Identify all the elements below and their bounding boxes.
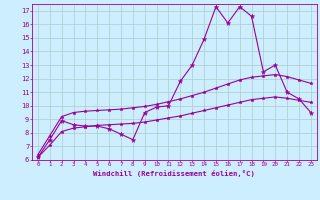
X-axis label: Windchill (Refroidissement éolien,°C): Windchill (Refroidissement éolien,°C) <box>93 170 255 177</box>
